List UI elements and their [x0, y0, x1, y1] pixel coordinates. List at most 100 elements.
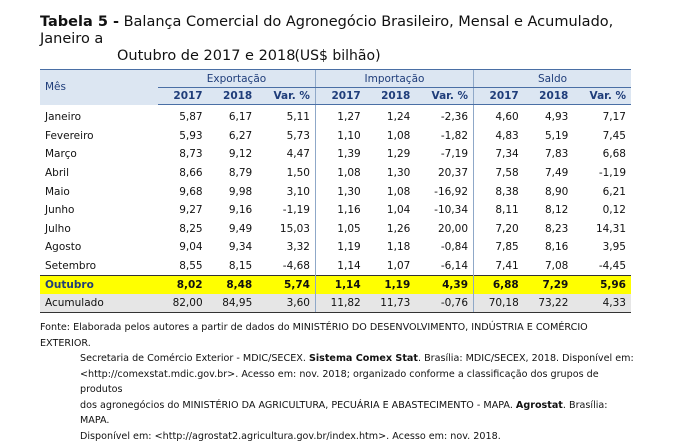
value-cell: 1,05 — [315, 220, 365, 239]
value-cell: 7,49 — [524, 164, 574, 183]
value-cell: 1,10 — [315, 127, 365, 146]
month-cell: Fevereiro — [40, 127, 158, 146]
value-cell: 4,83 — [474, 127, 524, 146]
value-cell: 7,45 — [573, 127, 631, 146]
value-cell: 20,37 — [415, 164, 473, 183]
table-row: Maio 9,68 9,98 3,10 1,30 1,08 -16,92 8,3… — [40, 182, 631, 201]
subcol-header: 2018 — [524, 88, 574, 105]
table-row: Janeiro 5,87 6,17 5,11 1,27 1,24 -2,36 4… — [40, 105, 631, 127]
value-cell: 3,95 — [573, 238, 631, 257]
month-cell: Junho — [40, 201, 158, 220]
value-cell: 7,29 — [524, 276, 574, 295]
value-cell: 7,20 — [474, 220, 524, 239]
value-cell: -6,14 — [415, 257, 473, 276]
value-cell: 6,68 — [573, 145, 631, 164]
value-cell: 1,50 — [257, 164, 315, 183]
value-cell: 5,93 — [158, 127, 208, 146]
value-cell: 7,85 — [474, 238, 524, 257]
subcol-header: Var. % — [573, 88, 631, 105]
source-title-comex: Sistema Comex Stat — [309, 353, 418, 364]
value-cell: 70,18 — [474, 294, 524, 313]
value-cell: 3,60 — [257, 294, 315, 313]
value-cell: 9,27 — [158, 201, 208, 220]
source-line-2: Secretaria de Comércio Exterior - MDIC/S… — [40, 351, 640, 367]
value-cell: 6,88 — [474, 276, 524, 295]
value-cell: -1,19 — [257, 201, 315, 220]
value-cell: 8,25 — [158, 220, 208, 239]
value-cell: 7,83 — [524, 145, 574, 164]
month-cell: Agosto — [40, 238, 158, 257]
value-cell: 6,17 — [208, 105, 258, 127]
value-cell: 5,87 — [158, 105, 208, 127]
value-cell: 9,04 — [158, 238, 208, 257]
source-text: Secretaria de Comércio Exterior - MDIC/S… — [80, 353, 309, 364]
col-header-mes: Mês — [40, 70, 158, 105]
value-cell: 1,30 — [366, 164, 416, 183]
value-cell: -1,82 — [415, 127, 473, 146]
value-cell: 4,33 — [573, 294, 631, 313]
value-cell: 8,48 — [208, 276, 258, 295]
subcol-header: 2018 — [208, 88, 258, 105]
table-row: Julho 8,25 9,49 15,03 1,05 1,26 20,00 7,… — [40, 220, 631, 239]
value-cell: -2,36 — [415, 105, 473, 127]
value-cell: 7,41 — [474, 257, 524, 276]
value-cell: 5,73 — [257, 127, 315, 146]
value-cell: 1,16 — [315, 201, 365, 220]
value-cell: 5,96 — [573, 276, 631, 295]
value-cell: 4,39 — [415, 276, 473, 295]
value-cell: 1,24 — [366, 105, 416, 127]
value-cell: 7,08 — [524, 257, 574, 276]
value-cell: 5,11 — [257, 105, 315, 127]
source-title-agrostat: Agrostat — [516, 400, 563, 411]
value-cell: 6,21 — [573, 182, 631, 201]
value-cell: 20,00 — [415, 220, 473, 239]
value-cell: 0,12 — [573, 201, 631, 220]
value-cell: 5,74 — [257, 276, 315, 295]
value-cell: 15,03 — [257, 220, 315, 239]
value-cell: 9,12 — [208, 145, 258, 164]
table-row: Março 8,73 9,12 4,47 1,39 1,29 -7,19 7,3… — [40, 145, 631, 164]
value-cell: 1,29 — [366, 145, 416, 164]
subcol-header: Var. % — [257, 88, 315, 105]
value-cell: 8,23 — [524, 220, 574, 239]
value-cell: -4,68 — [257, 257, 315, 276]
value-cell: 8,16 — [524, 238, 574, 257]
month-cell: Julho — [40, 220, 158, 239]
unit-label: (US$ bilhão) — [0, 48, 675, 64]
source-text: . Brasília: MDIC/SECEX, 2018. Disponível… — [418, 353, 634, 364]
value-cell: 1,27 — [315, 105, 365, 127]
value-cell: 73,22 — [524, 294, 574, 313]
table-row: Fevereiro 5,93 6,27 5,73 1,10 1,08 -1,82… — [40, 127, 631, 146]
highlight-row-outubro: Outubro 8,02 8,48 5,74 1,14 1,19 4,39 6,… — [40, 276, 631, 295]
value-cell: -0,84 — [415, 238, 473, 257]
table-row: Abril 8,66 8,79 1,50 1,08 1,30 20,37 7,5… — [40, 164, 631, 183]
value-cell: 9,98 — [208, 182, 258, 201]
subcol-header: 2018 — [366, 88, 416, 105]
table-row: Agosto 9,04 9,34 3,32 1,19 1,18 -0,84 7,… — [40, 238, 631, 257]
value-cell: 3,32 — [257, 238, 315, 257]
value-cell: 7,34 — [474, 145, 524, 164]
source-line-5: Disponível em: <http://agrostat2.agricul… — [40, 429, 640, 444]
value-cell: 1,08 — [366, 182, 416, 201]
title-text-line1: Balança Comercial do Agronegócio Brasile… — [40, 14, 613, 47]
month-cell: Outubro — [40, 276, 158, 295]
value-cell: 11,73 — [366, 294, 416, 313]
month-cell: Setembro — [40, 257, 158, 276]
value-cell: 1,30 — [315, 182, 365, 201]
subcol-header: 2017 — [315, 88, 365, 105]
month-cell: Maio — [40, 182, 158, 201]
table-body: Janeiro 5,87 6,17 5,11 1,27 1,24 -2,36 4… — [40, 105, 631, 313]
value-cell: 1,07 — [366, 257, 416, 276]
value-cell: 8,90 — [524, 182, 574, 201]
value-cell: -0,76 — [415, 294, 473, 313]
value-cell: 7,58 — [474, 164, 524, 183]
value-cell: 6,27 — [208, 127, 258, 146]
total-row-acumulado: Acumulado 82,00 84,95 3,60 11,82 11,73 -… — [40, 294, 631, 313]
value-cell: 82,00 — [158, 294, 208, 313]
subcol-header: 2017 — [474, 88, 524, 105]
table-row: Junho 9,27 9,16 -1,19 1,16 1,04 -10,34 8… — [40, 201, 631, 220]
table-number: Tabela 5 - — [40, 14, 119, 30]
value-cell: 5,19 — [524, 127, 574, 146]
value-cell: 1,14 — [315, 276, 365, 295]
value-cell: 8,11 — [474, 201, 524, 220]
